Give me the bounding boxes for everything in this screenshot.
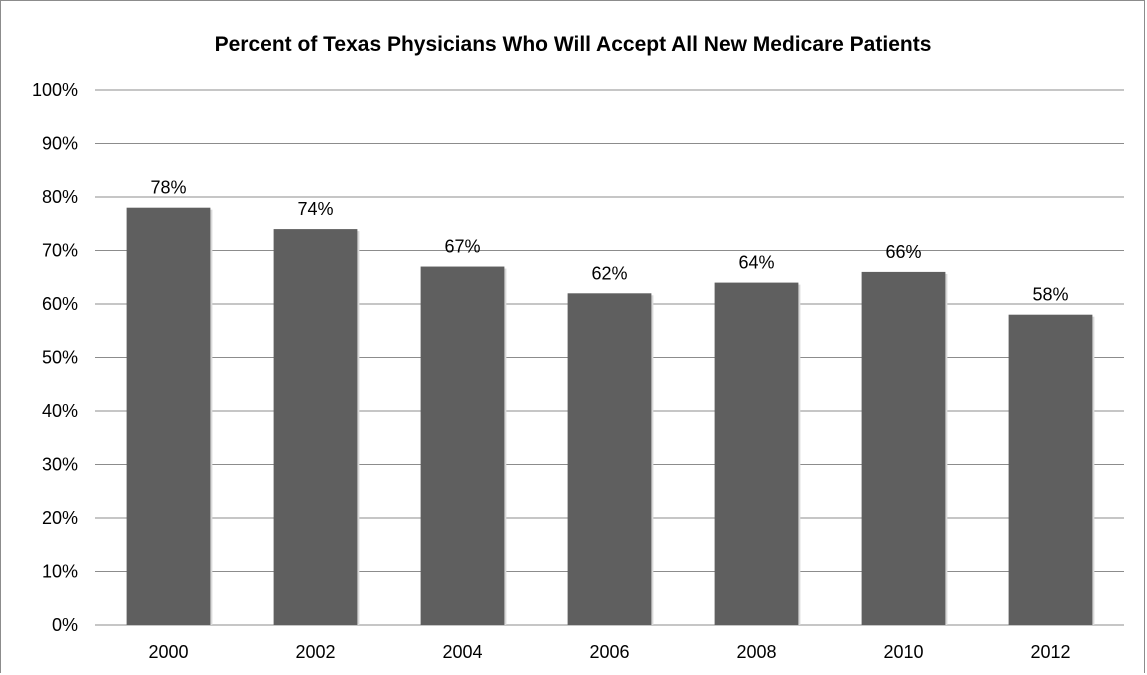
data-label-2006: 62% [591,263,627,283]
y-tick-label: 30% [42,455,78,475]
chart-title: Percent of Texas Physicians Who Will Acc… [215,33,932,56]
x-tick-label-2004: 2004 [442,642,482,662]
y-tick-label: 20% [42,508,78,528]
x-tick-label-2006: 2006 [589,642,629,662]
y-tick-label: 90% [42,134,78,154]
y-tick-label: 80% [42,187,78,207]
data-label-2010: 66% [885,242,921,262]
bar-2004 [420,266,505,625]
y-tick-label: 0% [52,615,78,635]
y-tick-label: 100% [32,80,78,100]
bar-2000 [126,207,211,625]
bar-2008 [714,282,799,625]
bar-2012 [1008,314,1093,625]
x-tick-label-2002: 2002 [295,642,335,662]
data-label-2004: 67% [444,237,480,257]
data-label-2012: 58% [1032,285,1068,305]
y-tick-label: 70% [42,241,78,261]
bars [126,207,1095,625]
bar-2006 [567,293,652,625]
x-tick-label-2012: 2012 [1030,642,1070,662]
y-tick-label: 60% [42,294,78,314]
y-tick-label: 50% [42,348,78,368]
y-axis-ticks: 0% 10% 20% 30% 40% 50% 60% 70% 80% 90% 100% [32,80,78,635]
x-tick-label-2010: 2010 [883,642,923,662]
data-label-2000: 78% [150,178,186,198]
data-label-2008: 64% [738,253,774,273]
data-labels: 78% 74% 67% 62% 64% 66% 58% [150,178,1068,305]
bar-2010 [861,271,946,625]
bar-2002 [273,229,358,625]
x-tick-label-2008: 2008 [736,642,776,662]
y-tick-label: 10% [42,562,78,582]
x-tick-label-2000: 2000 [148,642,188,662]
x-axis-ticks: 2000 2002 2004 2006 2008 2010 2012 [148,642,1070,662]
data-label-2002: 74% [297,199,333,219]
y-tick-label: 40% [42,401,78,421]
